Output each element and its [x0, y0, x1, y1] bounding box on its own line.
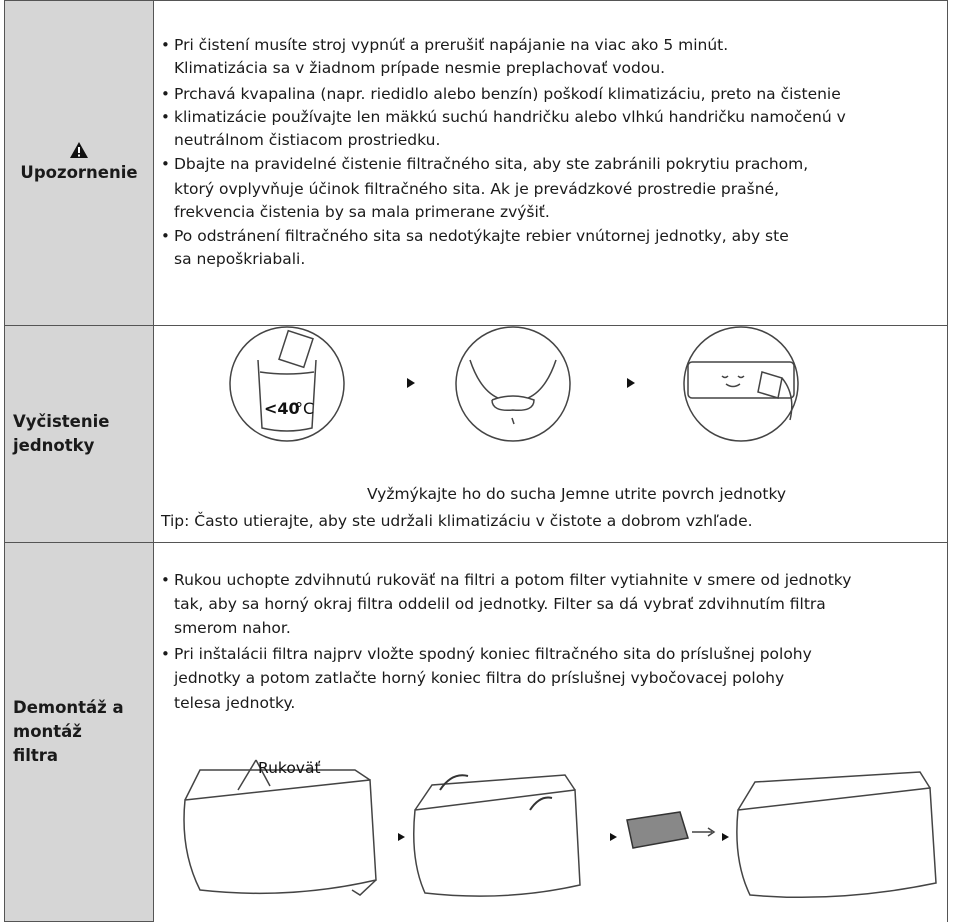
arrow	[627, 378, 635, 388]
text-line: Po odstránení filtračného sita sa nedotý…	[174, 227, 789, 245]
arrow	[692, 827, 716, 837]
drop	[511, 417, 515, 425]
section-label: Upozornenie	[4, 0, 154, 326]
label-line: Upozornenie	[20, 163, 138, 182]
text-line: Klimatizácia sa v žiadnom prípade nesmie…	[174, 59, 666, 77]
unit-2	[413, 774, 581, 897]
arrow	[398, 833, 405, 841]
text-line: neutrálnom čistiacom prostriedku.	[174, 131, 441, 149]
warning-icon	[70, 142, 88, 158]
bullet: •	[161, 645, 170, 663]
temperature: <40	[264, 399, 300, 418]
text-line: Pri inštalácii filtra najprv vložte spod…	[174, 645, 812, 663]
bullet: •	[161, 227, 170, 245]
section-label: Demontáž a montáž filtra	[4, 542, 154, 922]
bullet: •	[161, 85, 170, 103]
handle-label: Rukoväť	[258, 759, 321, 777]
bullet: •	[161, 36, 170, 54]
hands	[469, 359, 557, 412]
label-line: montáž	[13, 722, 82, 741]
label-line: Demontáž a	[13, 698, 124, 717]
tip: Tip: Často utierajte, aby ste udržali kl…	[161, 512, 753, 530]
text-line: smerom nahor.	[174, 619, 291, 637]
arrow	[610, 833, 617, 841]
bullet: •	[161, 108, 170, 126]
cup	[278, 329, 314, 369]
section-content	[153, 542, 948, 922]
unit-3	[736, 771, 937, 899]
arrow	[407, 378, 415, 388]
unit-1	[183, 759, 377, 896]
bullet: •	[161, 155, 170, 173]
text-line: klimatizácie používajte len mäkkú suchú …	[174, 108, 846, 126]
text-line: Prchavá kvapalina (napr. riedidlo alebo …	[174, 85, 841, 103]
text-line: Pri čistení musíte stroj vypnúť a preruš…	[174, 36, 729, 54]
text-line: Rukou uchopte zdvihnutú rukoväť na filtr…	[174, 571, 852, 589]
bullet: •	[161, 571, 170, 589]
illustration-circle	[455, 326, 571, 442]
cloth-hand	[757, 371, 793, 421]
illustration-circle	[683, 326, 799, 442]
text-line: tak, aby sa horný okraj filtra oddelil o…	[174, 595, 826, 613]
filter	[626, 811, 689, 849]
text-line: sa nepoškriabali.	[174, 250, 306, 268]
label-line: filtra	[13, 746, 59, 765]
arrow	[722, 833, 729, 841]
text-line: Dbajte na pravidelné čistenie filtračnéh…	[174, 155, 809, 173]
face	[721, 375, 745, 388]
illustration-circle	[229, 326, 345, 442]
glass	[257, 359, 317, 432]
text-line: jednotky a potom zatlačte horný koniec f…	[174, 669, 785, 687]
label-line: Vyčistenie	[13, 412, 110, 431]
temperature-unit: °C	[295, 399, 314, 418]
text-line: telesa jednotky.	[174, 694, 296, 712]
text-line: ktorý ovplyvňuje účinok filtračného sita…	[174, 180, 780, 198]
unit	[687, 361, 795, 399]
label-line: jednotky	[13, 436, 95, 455]
text-line: frekvencia čistenia by sa mala primerane…	[174, 203, 550, 221]
caption: Vyžmýkajte ho do sucha Jemne utrite povr…	[367, 485, 787, 503]
water-line	[259, 371, 315, 375]
